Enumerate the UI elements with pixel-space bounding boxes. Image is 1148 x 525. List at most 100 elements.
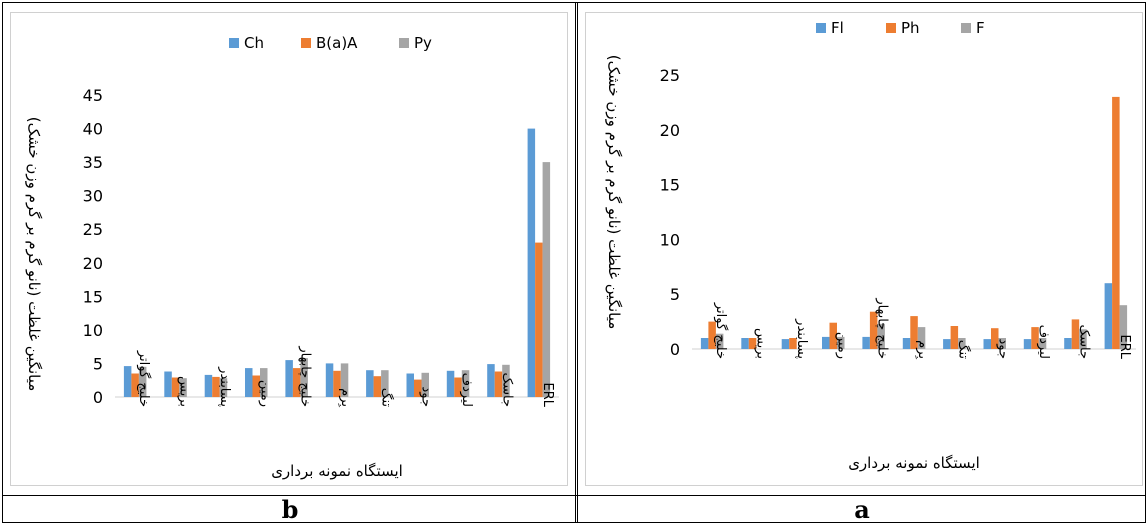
y-axis-title: میانگین غلظت (نانو گرم بر گرم وزن خشک) (605, 55, 623, 330)
bar-py (260, 368, 268, 397)
category-label: تنگ (955, 340, 971, 360)
bar-fl (822, 336, 830, 349)
bar-py (340, 363, 349, 397)
bar-ch (325, 363, 334, 397)
bar-baa (494, 371, 503, 397)
x-axis-title: ایستگاه نمونه برداری (271, 462, 403, 480)
legend-label: B(a)A (316, 34, 358, 52)
bar-baa (131, 373, 139, 397)
panel-label-a: a (854, 495, 870, 524)
label-row-divider (2, 495, 1146, 496)
y-tick-label: 10 (660, 230, 680, 249)
bar-baa (212, 376, 220, 397)
bar-fl (1064, 338, 1072, 349)
chart-panel-a: Fl Ph F 0 5 10 15 20 25 خلیج گواتر بریس پسابندر رمین… (585, 12, 1143, 486)
category-label: لیردف (459, 373, 474, 407)
category-label: خلیج گواتر (136, 350, 152, 407)
category-label: جود (996, 338, 1011, 359)
y-tick-label: 15 (83, 287, 103, 306)
category-label: بِرم (915, 340, 930, 360)
y-axis-title: میانگین غلظت (نانو گرم بر گرم وزن خشک) (25, 117, 43, 392)
chart-a-svg: Fl Ph F 0 5 10 15 20 25 خلیج گواتر بریس پسابندر رمین… (605, 19, 1136, 472)
bar-ph (910, 316, 918, 349)
legend-swatch-py (399, 38, 409, 48)
bar-fl (1104, 283, 1113, 349)
category-label: رمین (257, 380, 272, 407)
y-tick-label: 5 (670, 285, 680, 304)
bar-ph (1031, 327, 1039, 349)
bar-py (461, 370, 470, 397)
category-label: بریس (754, 328, 769, 359)
legend-label: Ch (244, 34, 264, 52)
y-tick-label: 20 (83, 254, 103, 273)
bar-ph (1112, 96, 1120, 350)
bar-f (1119, 305, 1128, 349)
category-label: رمین (834, 332, 849, 359)
bar-f (917, 327, 926, 349)
y-tick-label: 45 (83, 86, 103, 105)
panel-divider (575, 2, 578, 523)
category-label: خلیج گواتر (713, 302, 729, 359)
bar-ch (446, 370, 455, 397)
bar-baa (292, 368, 301, 397)
legend-swatch-f (961, 23, 971, 33)
bar-ch (204, 374, 213, 397)
bar-py (300, 358, 308, 397)
bar-py (138, 366, 147, 397)
bar-ph (829, 322, 837, 349)
bar-baa (171, 377, 180, 397)
y-tick-label: 15 (660, 176, 680, 195)
bar-ch (406, 373, 414, 397)
bar-ch (487, 364, 495, 397)
bar-fl (700, 338, 709, 349)
category-label: تنگ (378, 388, 394, 408)
bar-ch (123, 366, 132, 397)
category-label: ERL (1117, 335, 1132, 360)
bar-fl (902, 338, 911, 349)
category-label: جود (419, 386, 434, 407)
bar-ch (527, 128, 536, 397)
y-tick-label: 0 (93, 388, 103, 407)
y-tick-label: 25 (660, 66, 680, 85)
y-tick-label: 35 (83, 153, 103, 172)
bar-fl (983, 339, 991, 349)
bar-ch (164, 371, 172, 397)
bar-ph (991, 328, 999, 349)
bar-ch (366, 370, 374, 397)
bar-ph (748, 338, 757, 349)
bar-f (1079, 329, 1087, 349)
bar-f (715, 333, 724, 349)
bar-py (219, 378, 228, 397)
chart-panel-b: Ch B(a)A Py 0 5 10 15 20 25 30 35 40 45 خلیج گواتر بری… (10, 12, 568, 486)
bar-fl (741, 338, 749, 349)
y-tick-label: 10 (83, 321, 103, 340)
bar-ph (789, 338, 797, 349)
bar-py (421, 372, 429, 397)
bar-f (877, 323, 885, 349)
y-tick-label: 30 (83, 187, 103, 206)
legend-label: Fl (831, 19, 844, 37)
bar-py (542, 162, 551, 397)
bar-fl (1023, 339, 1032, 349)
legend-label: Py (414, 34, 432, 52)
bar-baa (373, 376, 382, 397)
y-tick-label: 0 (670, 340, 680, 359)
bar-fl (943, 339, 951, 349)
legend-swatch-baa (301, 38, 311, 48)
bar-fl (781, 339, 790, 349)
bar-f (837, 336, 845, 349)
chart-b-svg: Ch B(a)A Py 0 5 10 15 20 25 30 35 40 45 خلیج گواتر بری… (25, 34, 559, 480)
bar-baa (454, 377, 462, 397)
y-tick-label: 20 (660, 121, 680, 140)
category-label: جاسک (1076, 324, 1091, 359)
legend-swatch-ph (886, 23, 896, 33)
bar-f (1038, 338, 1047, 349)
category-label: ERL (540, 383, 555, 408)
category-label: پسابندر (217, 366, 232, 407)
legend-swatch-fl (816, 23, 826, 33)
category-label: بریس (177, 376, 192, 407)
category-label: خلیج چابهار (298, 345, 313, 407)
category-label: پسابندر (794, 318, 809, 359)
panel-label-b: b (281, 495, 299, 524)
